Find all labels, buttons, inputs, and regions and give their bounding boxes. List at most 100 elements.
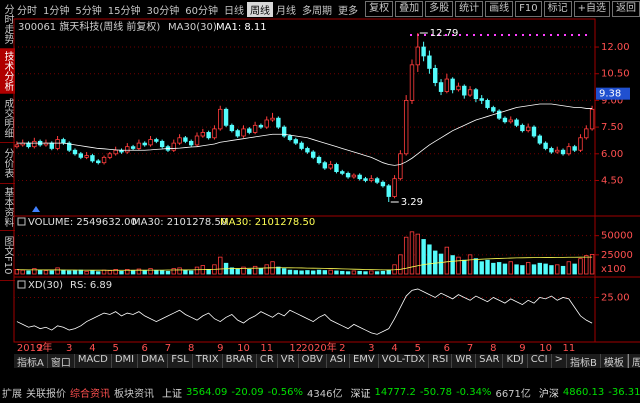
x-tick-label: 11 (260, 343, 273, 352)
volume-bar (78, 269, 84, 275)
volume-bar (473, 258, 479, 275)
period-tab[interactable]: 1分钟 (43, 5, 70, 17)
status-tab[interactable]: 扩展 (2, 388, 22, 400)
indicator-tab[interactable]: CCI (528, 354, 552, 368)
candle-body (154, 139, 159, 142)
tool-button[interactable]: 叠加 (395, 1, 424, 17)
candle-body (433, 67, 438, 84)
side-tab[interactable]: 图文F10 (0, 231, 15, 281)
side-tab[interactable]: 技术分析 (0, 49, 15, 94)
candle-body (566, 146, 572, 155)
candle-body (212, 128, 217, 139)
indicator-tab[interactable]: EMV (350, 354, 379, 368)
candle-body (66, 142, 72, 151)
side-tab[interactable]: 分时走势 (0, 0, 15, 49)
candle-body (543, 142, 548, 149)
volume-bar (543, 263, 548, 275)
candle-body (537, 135, 543, 144)
period-tab[interactable]: 更多 (337, 5, 358, 17)
tool-button[interactable]: 画线 (485, 1, 514, 17)
indicator-tab[interactable]: BRAR (223, 354, 257, 368)
volume-bar (398, 254, 403, 275)
candle-body (491, 107, 496, 112)
status-tab[interactable]: 综合资讯 (70, 388, 110, 400)
side-tab[interactable]: 成交明细 (0, 94, 15, 143)
candle-body (223, 108, 229, 126)
period-tab[interactable]: 30分钟 (146, 5, 180, 17)
x-tick-label: 5 (112, 343, 118, 352)
volume-bar (148, 268, 153, 275)
x-tick-label: 2019年 (17, 341, 52, 352)
indicator-tab[interactable]: 窗口 (48, 354, 75, 368)
side-tab[interactable]: 基本资料 (0, 184, 15, 231)
period-tab[interactable]: 5分钟 (75, 5, 102, 17)
signal-dot (438, 34, 440, 36)
volume-bar (467, 254, 473, 275)
tool-button[interactable]: +自选 (573, 1, 610, 17)
period-tab[interactable]: 周线 (246, 1, 273, 17)
x-tick-label: 11 (562, 343, 575, 352)
indicator-tab[interactable]: SAR (476, 354, 504, 368)
indicator-tab[interactable]: WR (452, 354, 477, 368)
indicator-tab[interactable]: VR (278, 354, 299, 368)
volume-bar (26, 270, 31, 275)
period-tab[interactable]: 日线 (223, 5, 244, 17)
volume-bar (531, 264, 537, 275)
indicator-tab[interactable]: MACD (75, 354, 112, 368)
candle-body (549, 148, 554, 153)
tool-button[interactable]: 标记 (543, 1, 572, 17)
indicator-value: MA1: 8.11 (216, 22, 267, 33)
status-tab[interactable]: 板块资讯 (114, 388, 154, 400)
signal-dot (431, 34, 433, 36)
period-tab[interactable]: 多周期 (301, 5, 332, 17)
x-tick-label: 9 (519, 343, 525, 352)
indicator-tab[interactable]: 指标B (567, 354, 601, 368)
indicator-tab[interactable]: DMA (138, 354, 169, 368)
period-tab[interactable]: 分时 (17, 5, 37, 17)
indicator-tab[interactable]: OBV (299, 354, 327, 368)
side-tab[interactable]: 分价表 (0, 143, 15, 184)
candle-body (380, 181, 386, 187)
indicator-tab[interactable]: DMI (112, 354, 139, 368)
candle-body (241, 128, 246, 137)
volume-bar (322, 270, 328, 275)
candle-body (311, 151, 316, 158)
volume-bar (462, 259, 467, 275)
indicator-tab[interactable]: RSI (429, 354, 453, 368)
indicator-tab[interactable]: VOL-TDX (379, 354, 430, 368)
volume-icon (17, 217, 26, 226)
index-change: -50.78 (419, 386, 453, 398)
volume-bar (537, 262, 543, 275)
status-tab[interactable]: 关联报价 (26, 388, 66, 400)
candle-body (374, 178, 380, 183)
tool-button[interactable]: 统计 (455, 1, 484, 17)
indicator-tab[interactable]: CR (257, 354, 278, 368)
candle-body (479, 98, 484, 101)
indicator-tab[interactable]: TRIX (193, 354, 223, 368)
indicator-tab[interactable]: 指标A (14, 354, 48, 368)
x-tick-label: 5 (415, 343, 421, 352)
period-tab[interactable]: 15分钟 (107, 5, 141, 17)
period-tab[interactable]: 月线 (275, 5, 296, 17)
indicator-tab[interactable]: ASI (327, 354, 350, 368)
indicator-tab[interactable]: > (552, 354, 568, 368)
indicator-tab[interactable]: 模板 (601, 354, 628, 368)
tool-button[interactable]: 多股 (425, 1, 454, 17)
volume-bar (49, 270, 54, 275)
volume-bar (189, 270, 194, 275)
candle-body (200, 132, 206, 137)
volume-bar (247, 268, 252, 275)
x-tick-label: 2020年 (301, 341, 336, 352)
volume-bar (96, 271, 101, 275)
volume-bar (508, 261, 513, 275)
indicator-tab[interactable]: FSL (168, 354, 193, 368)
tool-button[interactable]: F10 (515, 1, 542, 17)
tool-button[interactable]: 复权 (365, 1, 394, 17)
volume-bar (589, 254, 595, 275)
indicator-tab[interactable]: KDJ (503, 354, 528, 368)
x-tick-label: 2 (339, 343, 345, 352)
period-tab[interactable]: 60分钟 (185, 5, 218, 17)
candle-body (218, 108, 223, 130)
candle-body (444, 78, 450, 92)
candle-body (148, 139, 153, 146)
